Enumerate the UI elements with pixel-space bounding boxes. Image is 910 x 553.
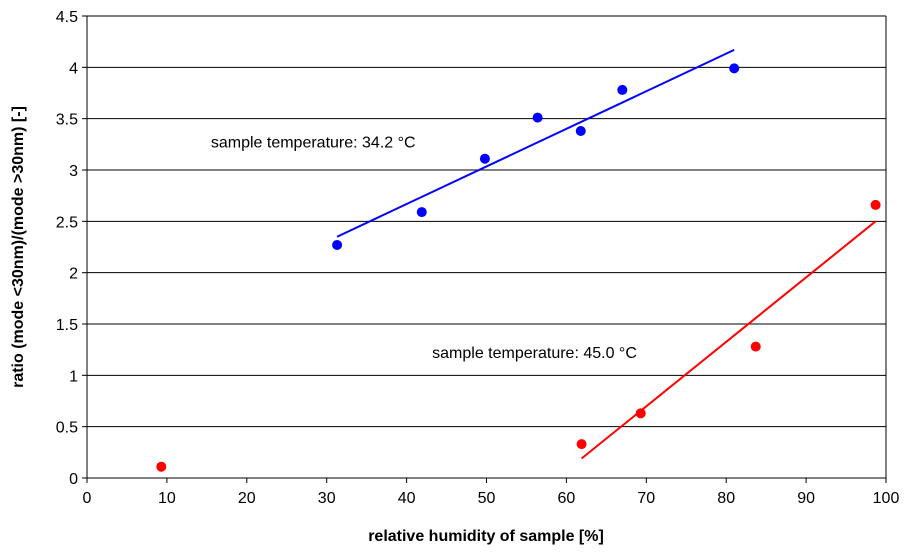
x-tick-label: 60 — [558, 490, 576, 507]
gridlines — [87, 15, 886, 428]
x-tick-label: 30 — [318, 490, 336, 507]
data-point-series-1-3 — [750, 341, 761, 352]
axes — [82, 15, 887, 483]
tick-labels: 0 0.5 1 1.5 2 2.5 3 3.5 4 4.5 0 10 20 30 40 50 60 70 80 90 1… — [56, 9, 900, 507]
data-point-series-0-5 — [617, 84, 628, 95]
x-tick-label: 0 — [83, 490, 92, 507]
data-point-series-0-6 — [729, 63, 740, 74]
data-point-series-1-4 — [870, 199, 881, 210]
x-tick-label: 40 — [398, 490, 416, 507]
x-tick-label: 80 — [717, 490, 735, 507]
trendlines — [336, 48, 877, 460]
y-tick-label: 3.5 — [56, 112, 78, 129]
x-tick-label: 90 — [797, 490, 815, 507]
y-tick-label: 0 — [69, 471, 78, 488]
y-tick-label: 2.5 — [56, 214, 78, 231]
x-tick-label: 70 — [637, 490, 655, 507]
y-tick-label: 2 — [69, 266, 78, 283]
trendline-series-1 — [580, 220, 877, 460]
y-tick-label: 4 — [69, 60, 78, 77]
x-tick-label: 20 — [238, 490, 256, 507]
y-tick-label: 4.5 — [56, 9, 78, 26]
data-point-series-1-0 — [156, 461, 167, 472]
y-axis-title: ratio (mode <30nm)/(mode >30nm) [-] — [10, 106, 27, 388]
y-tick-label: 1.5 — [56, 317, 78, 334]
data-point-series-0-2 — [479, 153, 490, 164]
x-tick-label: 50 — [478, 490, 496, 507]
data-point-series-1-2 — [635, 408, 646, 419]
data-points — [156, 63, 881, 472]
annotation-1: sample temperature: 45.0 °C — [432, 345, 637, 362]
x-tick-label: 100 — [873, 490, 900, 507]
data-point-series-1-1 — [576, 439, 587, 450]
y-tick-label: 1 — [69, 368, 78, 385]
data-point-series-0-3 — [532, 112, 543, 123]
y-tick-label: 3 — [69, 163, 78, 180]
trendline-series-0 — [336, 48, 735, 238]
data-point-series-0-0 — [332, 239, 343, 250]
x-tick-label: 10 — [158, 490, 176, 507]
y-tick-label: 0.5 — [56, 420, 78, 437]
data-point-series-0-4 — [575, 125, 586, 136]
data-point-series-0-1 — [416, 207, 427, 218]
x-axis-title: relative humidity of sample [%] — [368, 528, 604, 545]
annotations: sample temperature: 34.2 °C sample temper… — [211, 134, 637, 361]
annotation-0: sample temperature: 34.2 °C — [211, 134, 416, 151]
